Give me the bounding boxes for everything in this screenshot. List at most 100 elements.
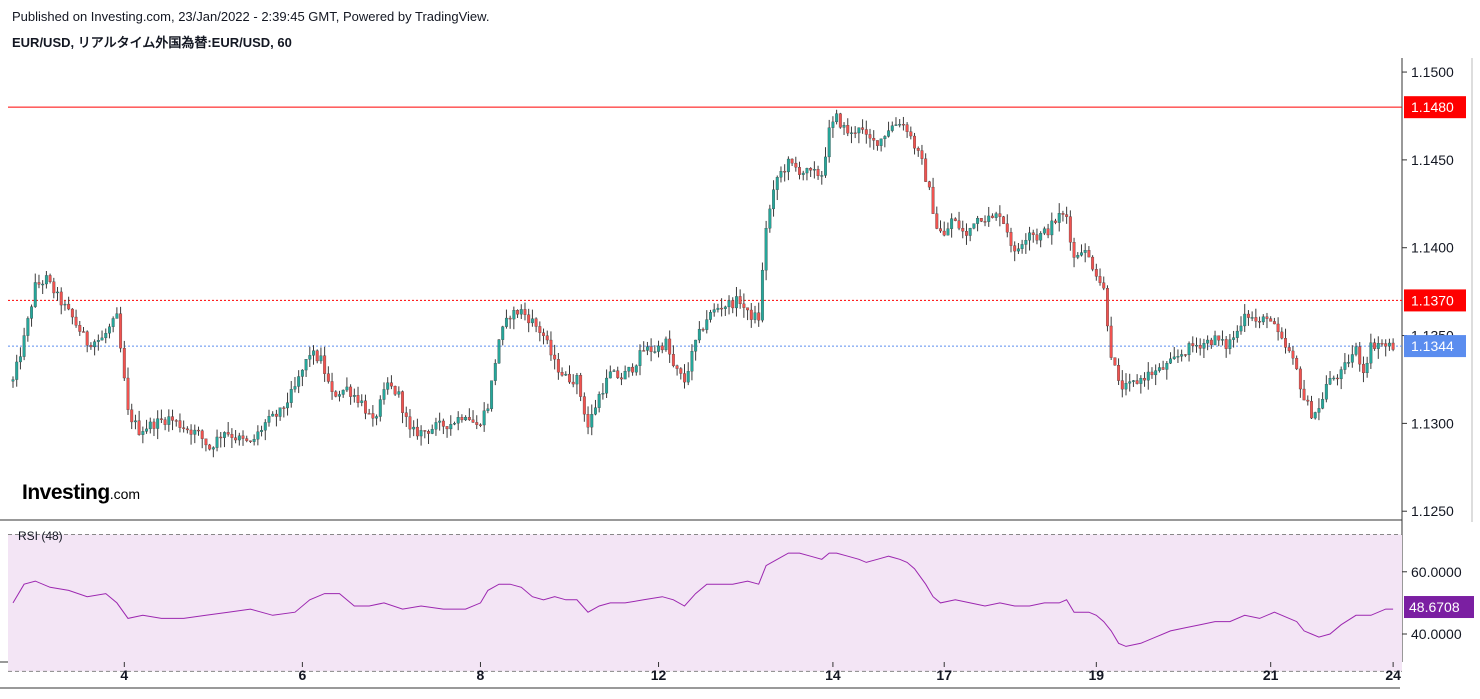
- candle-up: [26, 318, 30, 336]
- candle-up: [1387, 342, 1391, 347]
- candle-down: [798, 167, 801, 175]
- candle-down: [1161, 367, 1165, 370]
- price-axis-label: 1.1400: [1411, 240, 1454, 256]
- candle-up: [1376, 343, 1380, 349]
- candle-up: [312, 350, 315, 356]
- candle-up: [753, 312, 757, 320]
- candle-down: [241, 435, 245, 439]
- candle-down: [1280, 331, 1284, 339]
- candle-down: [1046, 228, 1050, 236]
- candle-down: [720, 307, 724, 310]
- candle-up: [338, 394, 341, 397]
- candle-up: [300, 369, 304, 377]
- candle-down: [542, 332, 545, 336]
- candle-down: [579, 375, 583, 397]
- candle-up: [430, 429, 434, 434]
- candle-down: [701, 328, 705, 331]
- candle-up: [716, 307, 720, 310]
- candle-up: [597, 394, 601, 408]
- candle-up: [879, 138, 883, 146]
- candle-down: [119, 313, 123, 349]
- candle-down: [931, 186, 935, 214]
- rsi-axis-label: 40.0000: [1411, 626, 1462, 642]
- candle-down: [838, 113, 842, 128]
- candle-down: [174, 420, 178, 422]
- candle-down: [965, 231, 968, 236]
- candle-up: [723, 306, 727, 309]
- candle-down: [783, 171, 787, 173]
- candle-up: [1154, 370, 1158, 376]
- rsi-band: [8, 534, 1402, 672]
- candle-down: [668, 338, 672, 355]
- candle-down: [1258, 321, 1262, 323]
- candle-down: [794, 162, 798, 168]
- candle-down: [1117, 365, 1121, 381]
- candle-up: [1228, 339, 1232, 349]
- candle-up: [501, 326, 505, 340]
- candle-up: [453, 423, 456, 425]
- candle-up: [760, 269, 764, 321]
- rsi-indicator-label[interactable]: RSI (48): [18, 529, 63, 543]
- price-badge-label: 1.1480: [1411, 99, 1454, 115]
- candle-down: [234, 437, 238, 441]
- candle-up: [15, 361, 19, 380]
- candle-down: [742, 303, 746, 308]
- candle-up: [512, 310, 516, 320]
- candle-up: [1354, 346, 1358, 355]
- candle-up: [108, 326, 111, 334]
- candle-up: [252, 439, 256, 442]
- candle-up: [946, 228, 950, 236]
- candle-up: [456, 417, 460, 424]
- candle-down: [916, 148, 920, 151]
- candle-down: [197, 429, 200, 432]
- candle-up: [167, 416, 171, 425]
- candle-up: [1324, 384, 1328, 400]
- candle-down: [749, 309, 753, 320]
- candle-up: [44, 275, 48, 285]
- candle-down: [671, 354, 675, 366]
- candle-up: [286, 402, 289, 409]
- candle-up: [1131, 380, 1135, 382]
- candle-down: [445, 426, 449, 430]
- candle-up: [664, 338, 668, 351]
- candle-up: [950, 218, 954, 229]
- candle-down: [901, 124, 905, 126]
- candle-up: [898, 124, 902, 126]
- candle-down: [1120, 380, 1124, 390]
- candle-up: [894, 124, 898, 126]
- candle-down: [1391, 342, 1395, 350]
- candle-down: [204, 438, 208, 446]
- candle-up: [341, 389, 345, 395]
- candle-down: [1336, 377, 1339, 380]
- candle-up: [653, 351, 657, 353]
- candle-down: [479, 424, 482, 426]
- candle-down: [404, 412, 408, 417]
- candle-down: [1254, 317, 1258, 322]
- candle-down: [1094, 269, 1098, 277]
- candle-up: [156, 418, 160, 429]
- investing-logo[interactable]: Investing.com: [22, 481, 140, 505]
- candle-up: [352, 395, 356, 397]
- candle-down: [1191, 343, 1195, 346]
- candle-down: [163, 419, 167, 425]
- candle-down: [1373, 342, 1377, 349]
- candle-down: [631, 366, 635, 373]
- candle-up: [1232, 337, 1236, 340]
- candle-up: [490, 380, 494, 409]
- candle-up: [709, 312, 712, 320]
- time-axis-label: 21: [1263, 667, 1279, 683]
- candle-up: [1321, 399, 1325, 409]
- candle-down: [126, 377, 130, 410]
- candle-up: [1024, 240, 1028, 245]
- candle-down: [660, 345, 664, 351]
- candle-up: [590, 414, 594, 428]
- candle-down: [1002, 216, 1006, 224]
- candle-down: [568, 373, 571, 383]
- candle-up: [30, 306, 33, 319]
- price-axis-label: 1.1250: [1411, 503, 1454, 519]
- candle-down: [1269, 318, 1273, 322]
- candle-down: [683, 373, 686, 383]
- candle-up: [612, 370, 616, 372]
